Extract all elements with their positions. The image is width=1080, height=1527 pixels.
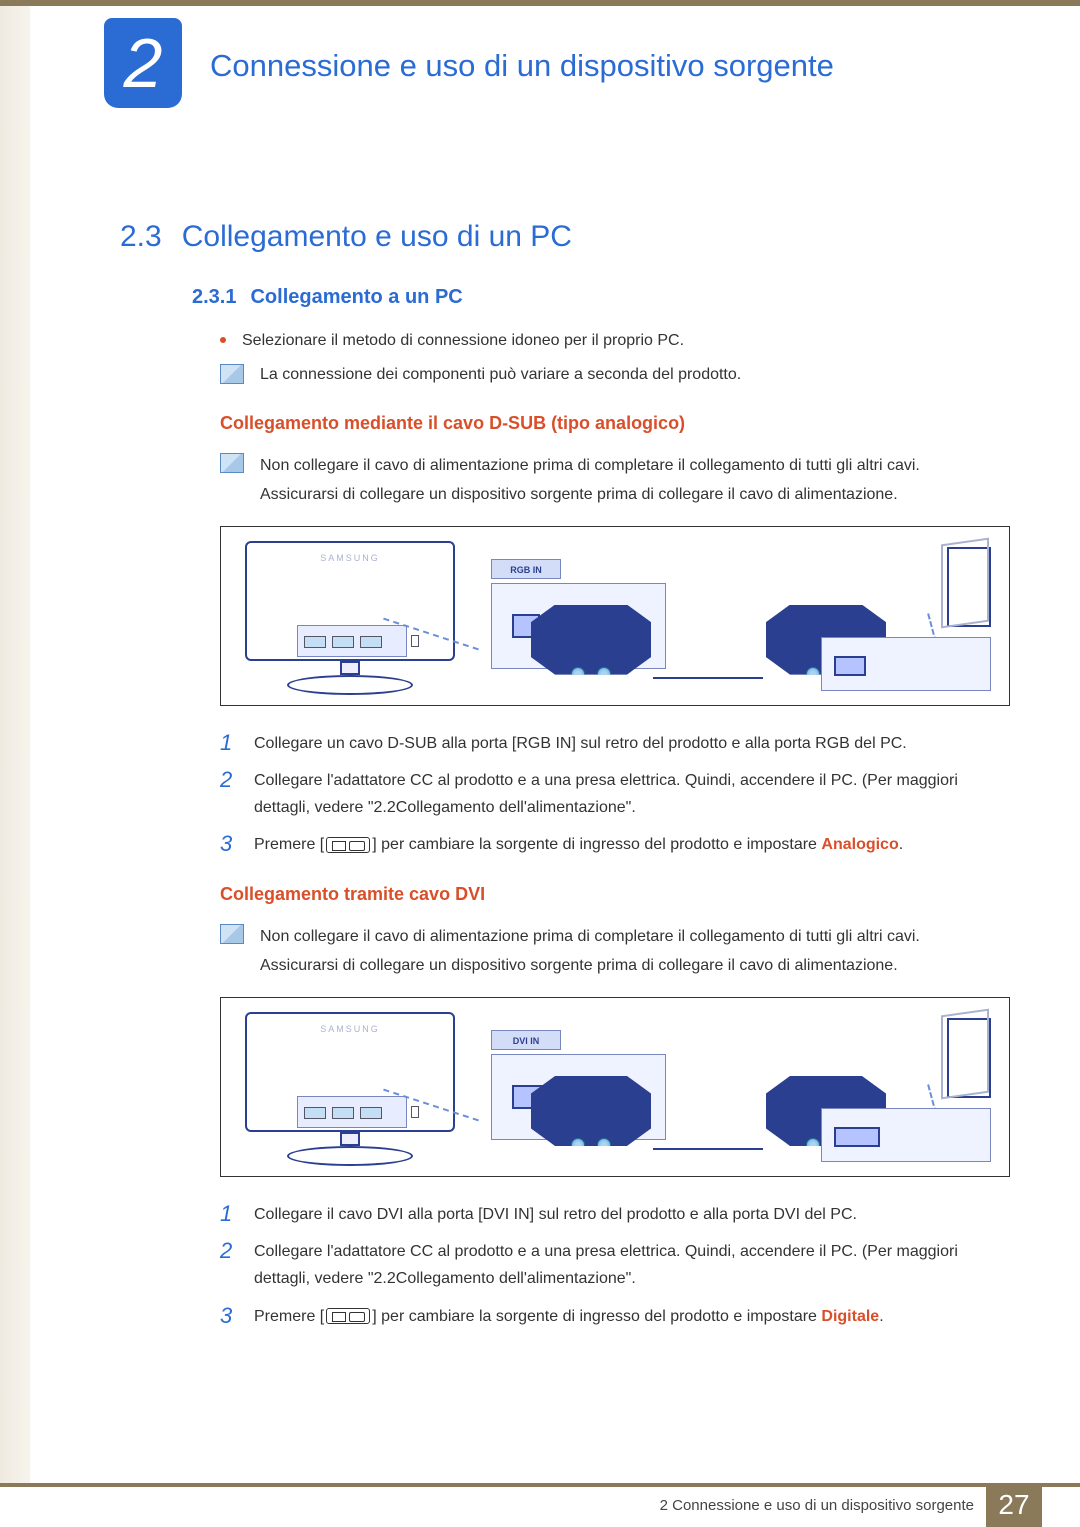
step3-pre: Premere [ bbox=[254, 1308, 324, 1325]
left-margin-rail bbox=[0, 6, 30, 1483]
footer-label: 2 Connessione e uso di un dispositivo so… bbox=[660, 1497, 974, 1514]
chapter-title: Connessione e uso di un dispositivo sorg… bbox=[210, 48, 834, 84]
step-row: 1 Collegare il cavo DVI alla porta [DVI … bbox=[220, 1201, 990, 1228]
pc-port-panel bbox=[821, 637, 991, 691]
dsub-heading: Collegamento mediante il cavo D-SUB (tip… bbox=[220, 413, 990, 434]
monitor-icon: SAMSUNG bbox=[245, 541, 455, 696]
section-heading: 2.3 Collegamento e uso di un PC bbox=[120, 220, 990, 254]
chapter-badge: 2 bbox=[104, 18, 182, 108]
step-row: 1 Collegare un cavo D-SUB alla porta [RG… bbox=[220, 730, 990, 757]
step-text: Collegare un cavo D-SUB alla porta [RGB … bbox=[254, 730, 907, 757]
step3-end: . bbox=[899, 836, 903, 853]
step3-red: Analogico bbox=[821, 836, 898, 853]
footer: 2 Connessione e uso di un dispositivo so… bbox=[0, 1483, 1080, 1527]
chapter-number: 2 bbox=[124, 23, 163, 103]
step-row: 2 Collegare l'adattatore CC al prodotto … bbox=[220, 767, 990, 821]
source-button-icon bbox=[326, 837, 370, 853]
pc-tower-icon bbox=[947, 547, 991, 627]
step-row: 3 Premere [ ] per cambiare la sorgente di… bbox=[220, 1303, 990, 1330]
section-number: 2.3 bbox=[120, 220, 162, 254]
pc-port-panel bbox=[821, 1108, 991, 1162]
page-number: 27 bbox=[986, 1483, 1042, 1527]
step-row: 3 Premere [ ] per cambiare la sorgente di… bbox=[220, 831, 990, 858]
step-text: Collegare l'adattatore CC al prodotto e … bbox=[254, 767, 990, 821]
dvi-heading: Collegamento tramite cavo DVI bbox=[220, 884, 990, 905]
footer-stripe bbox=[0, 1483, 1080, 1487]
cable-plug-icon bbox=[531, 605, 651, 675]
step3-post: ] per cambiare la sorgente di ingresso d… bbox=[372, 1308, 821, 1325]
step-text: Collegare il cavo DVI alla porta [DVI IN… bbox=[254, 1201, 857, 1228]
step3-pre: Premere [ bbox=[254, 836, 324, 853]
pc-tower-icon bbox=[947, 1018, 991, 1098]
cable-line bbox=[653, 1148, 763, 1150]
dvi-note: Non collegare il cavo di alimentazione p… bbox=[220, 923, 990, 981]
port-label: DVI IN bbox=[491, 1030, 561, 1050]
note-text: La connessione dei componenti può variar… bbox=[260, 363, 741, 387]
step-number: 3 bbox=[220, 831, 238, 857]
dsub-diagram: SAMSUNG RGB IN bbox=[220, 526, 1010, 706]
step3-red: Digitale bbox=[821, 1308, 879, 1325]
note-line: Non collegare il cavo di alimentazione p… bbox=[260, 923, 920, 952]
note-line: Non collegare il cavo di alimentazione p… bbox=[260, 452, 920, 481]
dsub-note-text: Non collegare il cavo di alimentazione p… bbox=[260, 452, 920, 510]
bullet-dot-icon bbox=[220, 337, 226, 343]
note-icon bbox=[220, 453, 244, 473]
content: 2.3 Collegamento e uso di un PC 2.3.1 Co… bbox=[0, 0, 1080, 1330]
subsection-title: Collegamento a un PC bbox=[250, 286, 462, 309]
step-number: 2 bbox=[220, 1238, 238, 1264]
step-number: 2 bbox=[220, 767, 238, 793]
subsection-heading: 2.3.1 Collegamento a un PC bbox=[192, 286, 990, 309]
step-text: Collegare l'adattatore CC al prodotto e … bbox=[254, 1238, 990, 1292]
dvi-note-text: Non collegare il cavo di alimentazione p… bbox=[260, 923, 920, 981]
monitor-brand: SAMSUNG bbox=[247, 1024, 453, 1034]
note-icon bbox=[220, 924, 244, 944]
step-text: Premere [ ] per cambiare la sorgente di i… bbox=[254, 1303, 884, 1330]
page: 2 Connessione e uso di un dispositivo so… bbox=[0, 0, 1080, 1527]
note-line: Assicurarsi di collegare un dispositivo … bbox=[260, 952, 920, 981]
bullet-text: Selezionare il metodo di connessione ido… bbox=[242, 329, 684, 353]
section-title: Collegamento e uso di un PC bbox=[182, 220, 572, 254]
top-stripe bbox=[0, 0, 1080, 6]
note-line: Assicurarsi di collegare un dispositivo … bbox=[260, 481, 920, 510]
step-number: 1 bbox=[220, 730, 238, 756]
subsection-number: 2.3.1 bbox=[192, 286, 236, 309]
step-number: 3 bbox=[220, 1303, 238, 1329]
step-row: 2 Collegare l'adattatore CC al prodotto … bbox=[220, 1238, 990, 1292]
step3-post: ] per cambiare la sorgente di ingresso d… bbox=[372, 836, 821, 853]
step-number: 1 bbox=[220, 1201, 238, 1227]
step-text: Premere [ ] per cambiare la sorgente di i… bbox=[254, 831, 903, 858]
note-icon bbox=[220, 364, 244, 384]
cable-plug-icon bbox=[531, 1076, 651, 1146]
port-label: RGB IN bbox=[491, 559, 561, 579]
bullet-item: Selezionare il metodo di connessione ido… bbox=[220, 329, 990, 353]
step3-end: . bbox=[879, 1308, 883, 1325]
monitor-brand: SAMSUNG bbox=[247, 553, 453, 563]
cable-line bbox=[653, 677, 763, 679]
dvi-diagram: SAMSUNG DVI IN bbox=[220, 997, 1010, 1177]
note-row: La connessione dei componenti può variar… bbox=[220, 363, 990, 387]
monitor-icon: SAMSUNG bbox=[245, 1012, 455, 1167]
dsub-note: Non collegare il cavo di alimentazione p… bbox=[220, 452, 990, 510]
source-button-icon bbox=[326, 1308, 370, 1324]
